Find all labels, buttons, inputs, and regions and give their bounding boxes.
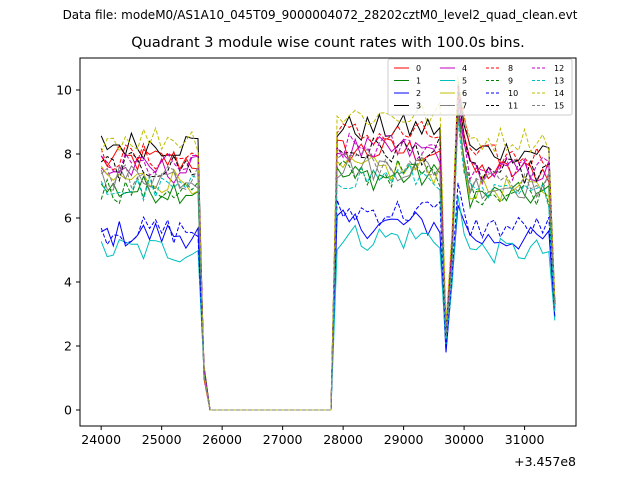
ticks-layer: 24000 25000 26000 27000 28000 29000 30000 31000… [56,83,544,448]
series-line-7 [100,112,556,411]
series-line-10 [100,182,556,411]
legend-label-0: 0 [416,64,421,73]
x-tick-label: 29000 [384,432,424,447]
x-offset-label: +3.457e8 [514,454,576,469]
x-tick-label: 28000 [323,432,363,447]
x-tick-label: 25000 [142,432,182,447]
legend-label-11: 11 [508,102,518,111]
legend-label-13: 13 [554,77,564,86]
y-tick-label: 4 [64,275,72,290]
legend-label-10: 10 [508,89,518,98]
x-tick-label: 31000 [505,432,545,447]
y-tick-label: 2 [64,339,72,354]
legend-label-9: 9 [508,77,513,86]
legend-label-4: 4 [462,64,467,73]
legend-label-14: 14 [554,89,564,98]
y-tick-label: 6 [64,211,72,226]
series-line-11 [100,89,556,411]
series-line-2 [100,205,556,411]
series-line-9 [100,109,556,411]
legend-label-3: 3 [416,102,421,111]
series-line-12 [100,99,556,411]
series-line-3 [100,83,556,411]
x-tick-label: 27000 [263,432,303,447]
figure-suptitle: Data file: modeM0/AS1A10_045T09_90000040… [62,8,578,22]
x-tick-label: 30000 [444,432,484,447]
y-tick-label: 0 [64,403,72,418]
chart-title: Quadrant 3 module wise count rates with … [131,35,525,51]
legend-label-5: 5 [462,77,467,86]
series-line-8 [100,86,556,411]
series-line-15 [100,115,556,411]
plot-area-frame [79,57,577,427]
series-line-5 [100,195,556,411]
legend-frame [387,58,573,116]
series-line-6 [100,115,556,411]
legend-label-7: 7 [462,102,467,111]
legend-label-15: 15 [554,102,564,111]
series-line-13 [100,121,556,411]
series-line-1 [100,102,556,411]
legend-label-8: 8 [508,64,513,73]
legend-label-1: 1 [416,77,421,86]
legend-label-2: 2 [416,89,421,98]
y-tick-label: 10 [56,83,72,98]
series-line-0 [100,93,556,411]
legend-label-12: 12 [554,64,564,73]
x-tick-label: 26000 [202,432,242,447]
x-tick-label: 24000 [81,432,121,447]
y-tick-label: 8 [64,147,72,162]
series-layer [100,77,556,411]
legend-label-6: 6 [462,89,467,98]
series-line-14 [100,77,556,411]
